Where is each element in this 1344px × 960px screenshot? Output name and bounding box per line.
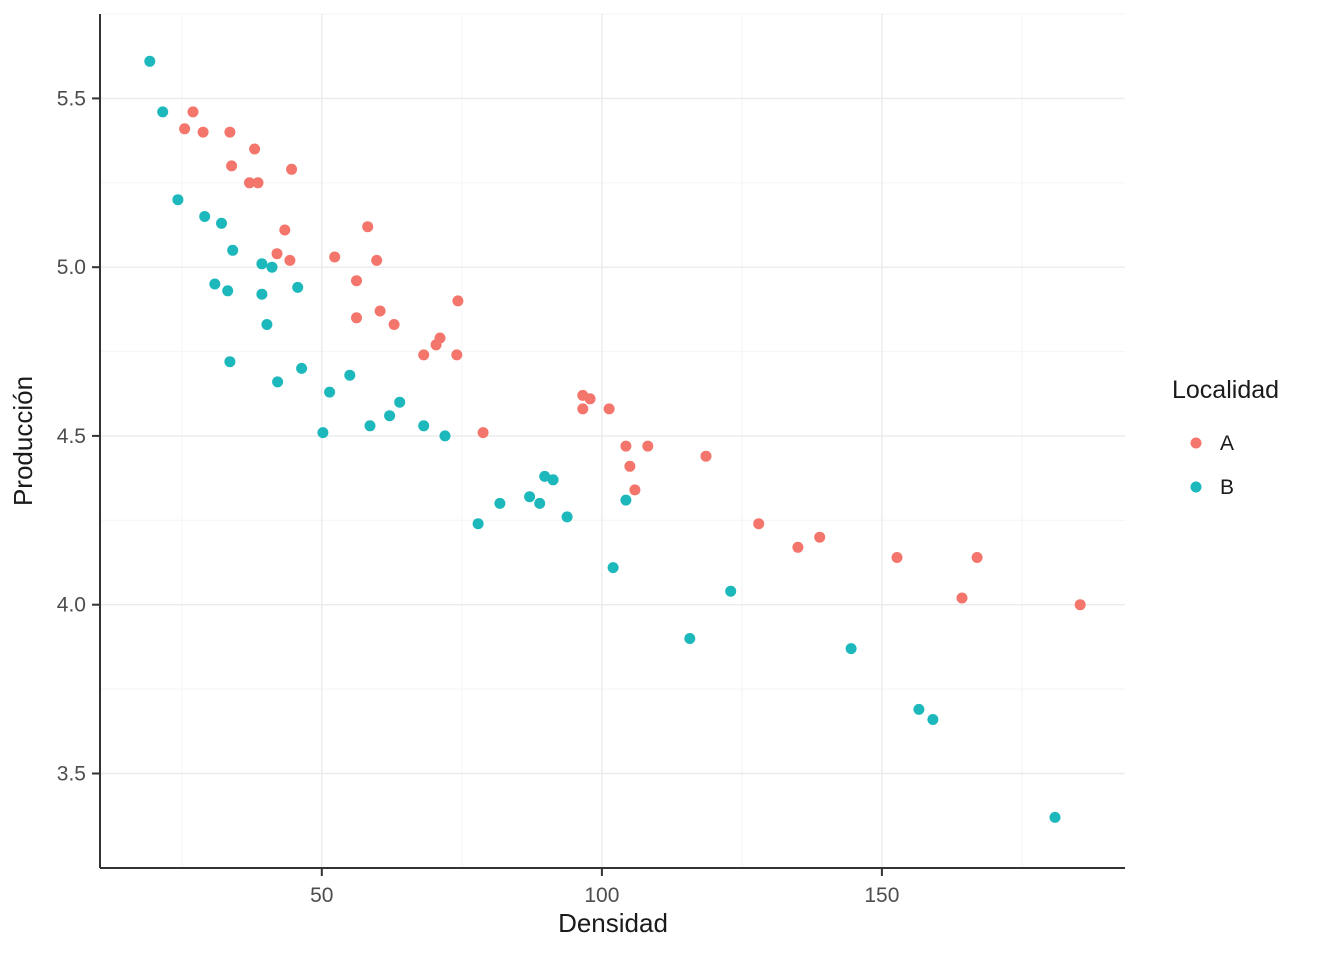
- legend-label: B: [1220, 476, 1234, 499]
- data-point-series-A: [452, 295, 464, 307]
- data-point-series-B: [227, 244, 239, 256]
- data-point-series-B: [317, 427, 329, 439]
- data-point-series-A: [700, 450, 712, 462]
- data-point-series-B: [266, 261, 278, 273]
- data-point-series-A: [374, 305, 386, 317]
- data-point-series-B: [913, 703, 925, 715]
- data-point-series-A: [753, 518, 765, 530]
- data-point-series-B: [620, 494, 632, 506]
- data-point-series-A: [477, 427, 489, 439]
- x-tick-label: 150: [864, 884, 899, 907]
- data-point-series-B: [927, 714, 939, 725]
- x-tick-label: 50: [310, 884, 333, 907]
- data-point-series-A: [329, 251, 341, 263]
- data-point-series-B: [364, 420, 376, 432]
- data-point-series-B: [561, 511, 573, 523]
- data-point-series-A: [224, 126, 236, 138]
- data-point-series-A: [226, 160, 238, 172]
- data-point-series-B: [524, 491, 536, 503]
- data-point-series-A: [434, 332, 446, 344]
- data-point-series-A: [624, 460, 636, 472]
- data-point-series-B: [199, 211, 211, 222]
- data-point-series-A: [252, 177, 264, 189]
- data-point-series-A: [351, 275, 362, 287]
- data-point-series-A: [584, 393, 596, 405]
- data-point-series-A: [1074, 599, 1086, 611]
- data-point-series-B: [172, 194, 184, 206]
- data-point-series-B: [216, 217, 227, 229]
- data-point-series-B: [344, 369, 356, 381]
- data-point-series-A: [956, 592, 968, 604]
- data-point-series-A: [792, 541, 804, 553]
- data-point-series-A: [451, 349, 463, 361]
- data-point-series-A: [642, 440, 654, 452]
- data-point-series-A: [179, 123, 191, 135]
- data-point-series-B: [261, 319, 273, 330]
- y-tick-label: 5.5: [57, 87, 86, 110]
- data-point-series-B: [256, 288, 268, 300]
- data-point-series-A: [814, 531, 826, 543]
- data-point-series-A: [271, 248, 283, 260]
- x-axis-title: Densidad: [558, 908, 668, 938]
- legend-title: Localidad: [1172, 376, 1279, 404]
- y-tick-label: 3.5: [57, 763, 86, 786]
- data-point-series-B: [209, 278, 221, 290]
- data-point-series-B: [725, 585, 737, 597]
- legend-swatch-B: [1190, 481, 1202, 493]
- data-point-series-A: [371, 254, 383, 266]
- legend-label: A: [1220, 432, 1234, 455]
- data-point-series-A: [197, 126, 209, 138]
- data-point-series-B: [324, 386, 336, 398]
- data-point-series-A: [249, 143, 261, 155]
- data-point-series-B: [1049, 811, 1061, 823]
- data-point-series-B: [684, 633, 696, 644]
- data-point-series-A: [418, 349, 430, 361]
- data-point-series-B: [439, 430, 451, 442]
- data-point-series-A: [351, 312, 362, 324]
- data-point-series-A: [244, 177, 255, 189]
- data-point-series-A: [629, 484, 641, 496]
- data-point-series-A: [388, 319, 400, 330]
- data-point-series-B: [144, 55, 156, 67]
- data-point-series-B: [534, 497, 546, 509]
- data-point-series-B: [394, 396, 406, 408]
- data-point-series-B: [224, 356, 236, 368]
- data-point-series-A: [187, 106, 199, 118]
- data-point-series-A: [891, 552, 903, 563]
- data-point-series-B: [472, 518, 484, 530]
- data-point-series-A: [284, 254, 296, 266]
- y-tick-label: 4.0: [57, 594, 86, 617]
- data-point-series-B: [157, 106, 169, 118]
- data-point-series-B: [547, 474, 559, 486]
- data-point-series-A: [577, 403, 589, 415]
- y-tick-label: 4.5: [57, 425, 86, 448]
- data-point-series-A: [279, 224, 291, 236]
- data-point-series-B: [256, 258, 268, 270]
- x-tick-label: 100: [584, 884, 619, 907]
- data-point-series-B: [292, 281, 304, 293]
- data-point-series-B: [272, 376, 284, 388]
- data-point-series-B: [384, 410, 396, 422]
- data-point-series-B: [845, 643, 857, 655]
- data-point-series-A: [603, 403, 615, 415]
- data-point-series-B: [607, 562, 619, 574]
- data-point-series-A: [362, 221, 374, 233]
- data-point-series-B: [222, 285, 234, 297]
- legend-swatch-A: [1190, 437, 1202, 449]
- data-point-series-B: [539, 470, 551, 482]
- data-point-series-B: [418, 420, 430, 432]
- data-point-series-A: [971, 552, 983, 563]
- y-axis-title: Producción: [8, 376, 38, 506]
- data-point-series-B: [296, 362, 308, 374]
- y-tick-label: 5.0: [57, 256, 86, 279]
- data-point-series-B: [494, 497, 506, 509]
- data-point-series-A: [620, 440, 632, 452]
- data-point-series-A: [286, 163, 298, 175]
